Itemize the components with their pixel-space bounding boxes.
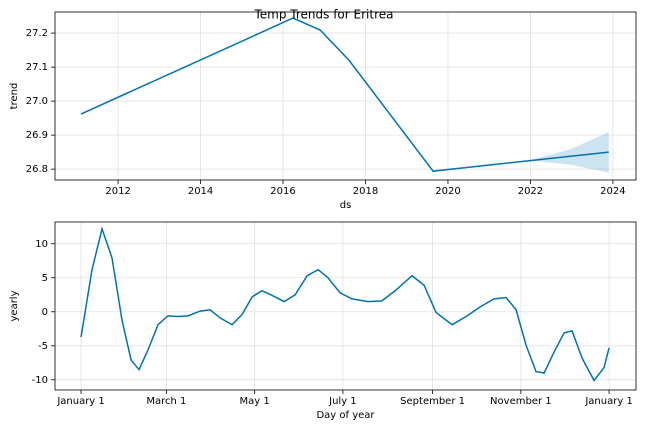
uncertainty-band bbox=[530, 132, 609, 173]
x-axis-label: Day of year bbox=[316, 410, 375, 421]
line bbox=[80, 226, 610, 382]
plot-frame bbox=[54, 11, 637, 181]
x-tick-label: May 1 bbox=[240, 396, 270, 407]
x-tick-label: 2012 bbox=[105, 186, 130, 197]
y-tick-label: 26.9 bbox=[26, 130, 48, 141]
x-tick-label: July 1 bbox=[328, 396, 357, 407]
y-tick-label: 27.0 bbox=[26, 96, 48, 107]
y-tick-label: 27.2 bbox=[26, 28, 48, 39]
y-tick-label: -10 bbox=[32, 375, 48, 386]
x-tick-label: 2018 bbox=[353, 186, 378, 197]
y-tick-label: 26.8 bbox=[26, 164, 48, 175]
y-axis-label: trend bbox=[9, 83, 20, 110]
x-tick-label: March 1 bbox=[146, 396, 186, 407]
y-tick-label: 27.1 bbox=[26, 62, 48, 73]
y-tick-label: 0 bbox=[42, 307, 48, 318]
x-tick-label: November 1 bbox=[490, 396, 552, 407]
x-tick-label: 2020 bbox=[435, 186, 460, 197]
plot-frame bbox=[54, 221, 637, 391]
y-axis-label: yearly bbox=[9, 290, 20, 321]
y-tick-label: -5 bbox=[38, 341, 48, 352]
x-tick-label: 2016 bbox=[270, 186, 295, 197]
line bbox=[80, 17, 609, 172]
y-tick-label: 5 bbox=[42, 273, 48, 284]
x-tick-label: January 1 bbox=[56, 396, 104, 407]
x-tick-label: September 1 bbox=[400, 396, 465, 407]
x-axis-label: ds bbox=[340, 200, 352, 211]
x-tick-label: 2014 bbox=[188, 186, 213, 197]
chart-title: Temp Trends for Eritrea bbox=[254, 8, 394, 22]
x-tick-label: January 1 bbox=[584, 396, 632, 407]
y-tick-label: 10 bbox=[35, 239, 48, 250]
x-tick-label: 2024 bbox=[600, 186, 625, 197]
x-tick-label: 2022 bbox=[518, 186, 543, 197]
